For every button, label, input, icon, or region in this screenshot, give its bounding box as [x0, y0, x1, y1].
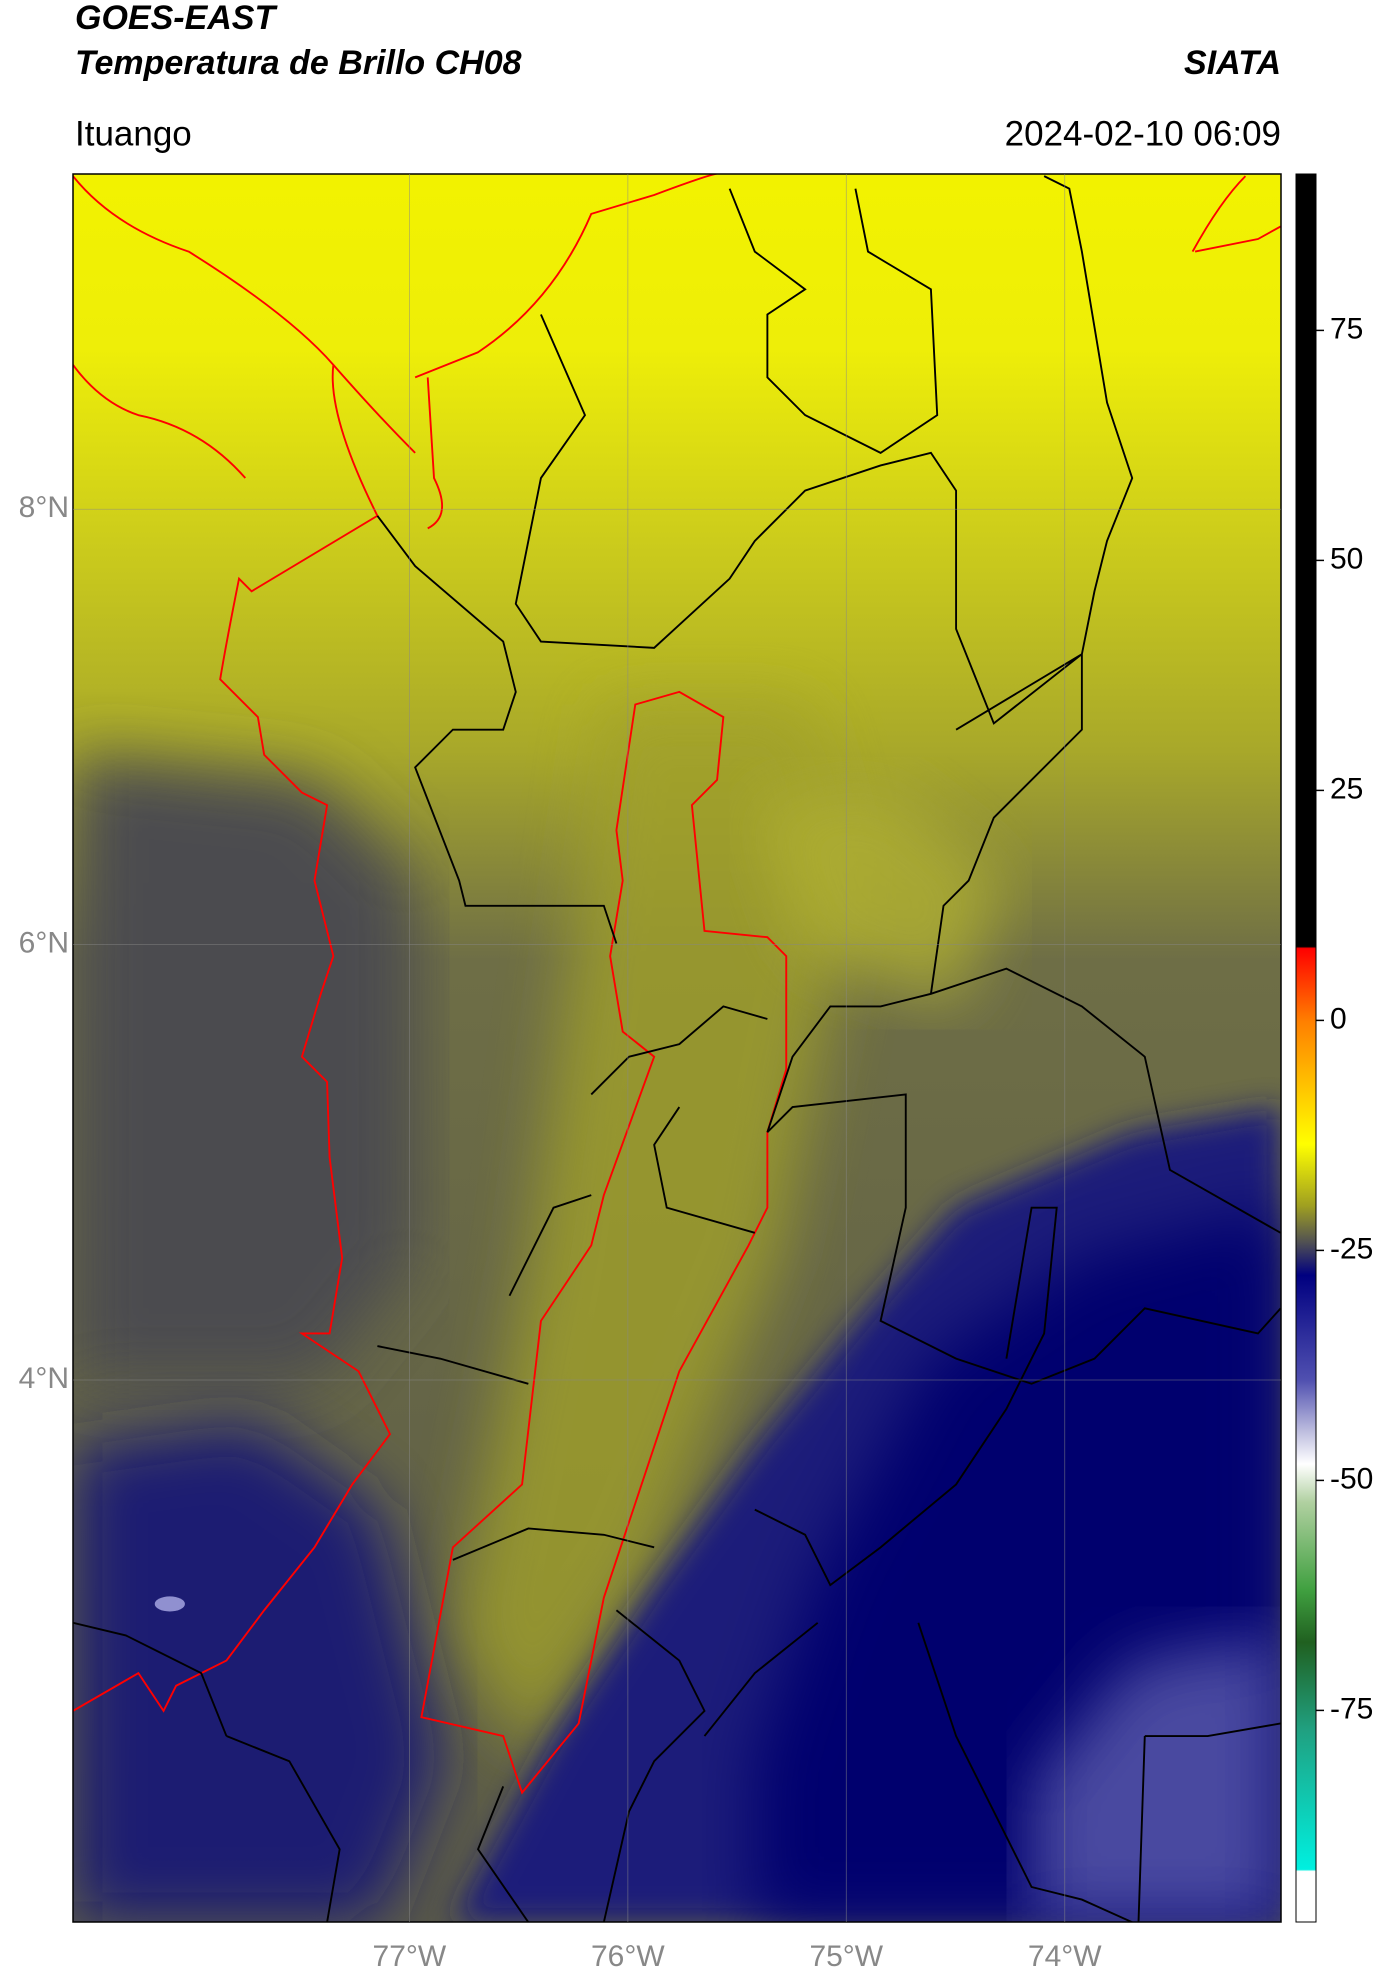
source: SIATA: [1184, 44, 1281, 82]
lat-label: 6°N: [19, 927, 69, 960]
colorbar-label: 50: [1330, 542, 1363, 575]
datetime: 2024-02-10 06:09: [1005, 114, 1281, 153]
subtitle: Temperatura de Brillo CH08: [75, 44, 522, 82]
lat-label: 8°N: [19, 491, 69, 524]
colorbar-label: -25: [1330, 1232, 1373, 1265]
colorbar-label: -50: [1330, 1462, 1373, 1495]
colorbar-label: 75: [1330, 312, 1363, 345]
map-field: [73, 174, 1281, 1922]
colorbar-label: -75: [1330, 1692, 1373, 1725]
map-frame: [72, 173, 1282, 1923]
lon-label: 77°W: [373, 1940, 447, 1973]
title: GOES-EAST: [75, 0, 278, 37]
lon-label: 74°W: [1028, 1940, 1102, 1973]
colorbar-label: 0: [1330, 1002, 1347, 1035]
colorbar: [1295, 173, 1317, 1923]
location: Ituango: [75, 114, 192, 153]
lat-label: 4°N: [19, 1362, 69, 1395]
colorbar-label: 25: [1330, 772, 1363, 805]
lon-label: 75°W: [809, 1940, 883, 1973]
lon-label: 76°W: [591, 1940, 665, 1973]
